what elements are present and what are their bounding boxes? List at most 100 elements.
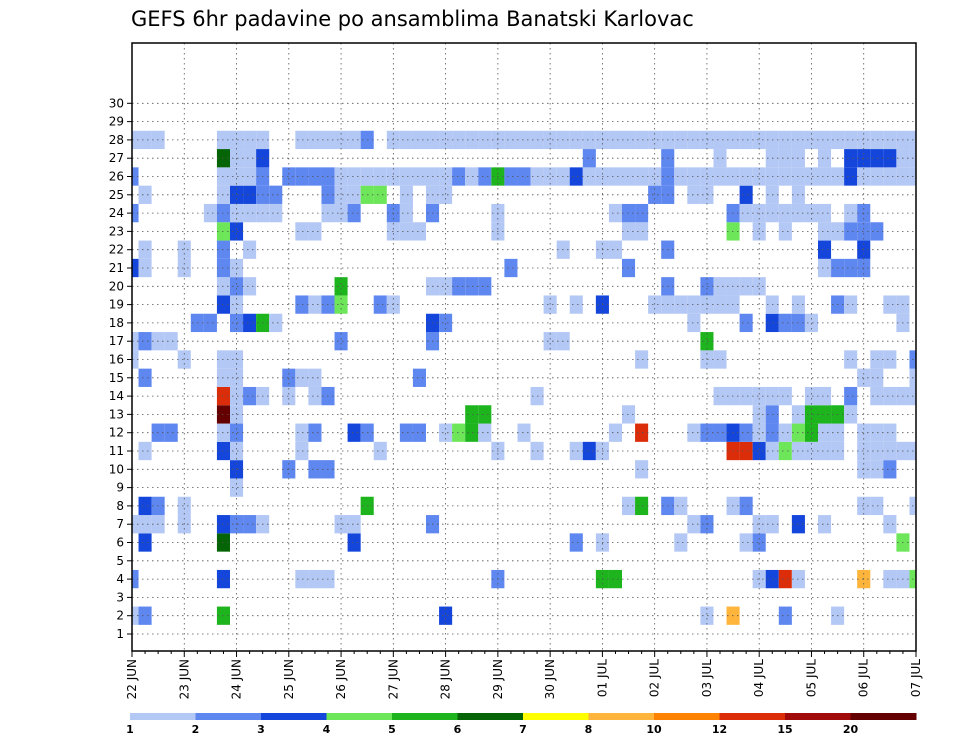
data-cell <box>452 167 466 186</box>
y-tick-label: 7 <box>116 517 124 531</box>
data-cell <box>635 350 649 369</box>
data-cell <box>347 130 361 150</box>
data-cell <box>883 441 897 461</box>
y-tick-label: 28 <box>109 133 124 147</box>
data-cell <box>870 386 884 406</box>
y-tick-label: 8 <box>116 499 124 513</box>
data-cell <box>622 496 636 516</box>
data-cell <box>439 130 453 150</box>
y-tick-label: 29 <box>109 115 124 129</box>
data-cell <box>739 423 753 442</box>
colorbar-label: 5 <box>388 723 396 736</box>
data-cell <box>138 240 152 259</box>
data-cell <box>478 423 492 442</box>
data-cell <box>700 167 714 186</box>
x-tick-label: 28 JUN <box>439 659 453 699</box>
colorbar-swatch <box>261 713 327 720</box>
data-cell <box>138 533 152 552</box>
data-cell <box>465 405 479 424</box>
data-cell <box>608 240 622 259</box>
data-cell <box>713 167 727 186</box>
data-cell <box>739 277 753 296</box>
data-cell <box>778 606 792 625</box>
y-tick-label: 19 <box>109 298 124 312</box>
data-cell <box>230 167 244 186</box>
y-tick-label: 24 <box>109 206 124 220</box>
data-cell <box>857 441 871 461</box>
data-cell <box>739 496 753 516</box>
data-cell <box>203 313 217 333</box>
data-cell <box>870 130 884 150</box>
data-cell <box>844 149 858 168</box>
data-cell <box>739 167 753 186</box>
data-cell <box>844 405 858 424</box>
data-cell <box>230 368 244 387</box>
data-cell <box>295 368 309 387</box>
data-cell <box>243 240 257 259</box>
data-cell <box>778 222 792 241</box>
data-cell <box>334 185 348 204</box>
data-cell <box>818 441 832 461</box>
data-cell <box>465 167 479 186</box>
data-cell <box>857 130 871 150</box>
data-cell <box>844 258 858 278</box>
data-cell <box>230 130 244 150</box>
data-cell <box>230 295 244 314</box>
data-cell <box>138 441 152 461</box>
data-cell <box>739 533 753 552</box>
data-cell <box>334 277 348 296</box>
data-cell <box>295 222 309 241</box>
y-tick-label: 9 <box>116 481 124 495</box>
data-cell <box>569 167 583 186</box>
data-cell <box>399 185 413 204</box>
data-cell <box>334 295 348 314</box>
data-cell <box>308 386 322 406</box>
data-cell <box>452 423 466 442</box>
colorbar-swatch <box>850 713 917 720</box>
data-cell <box>622 222 636 241</box>
data-cell <box>465 423 479 442</box>
data-cell <box>844 350 858 369</box>
colorbar-swatch <box>785 713 851 720</box>
data-cell <box>870 441 884 461</box>
colorbar-label: 8 <box>585 723 593 736</box>
data-cell <box>504 167 518 186</box>
y-tick-label: 10 <box>109 462 124 476</box>
x-tick-label: 26 JUN <box>334 659 348 699</box>
data-cell <box>778 203 792 223</box>
data-cell <box>883 569 897 589</box>
data-cell <box>439 185 453 204</box>
data-cell <box>138 258 152 278</box>
data-cell <box>308 569 322 589</box>
plot-grid <box>132 43 916 651</box>
data-cell <box>778 130 792 150</box>
data-cell <box>347 203 361 223</box>
data-cell <box>700 277 714 296</box>
data-cell <box>543 130 557 150</box>
data-cell <box>399 167 413 186</box>
colorbar-label: 3 <box>257 723 265 736</box>
data-cell <box>334 332 348 351</box>
data-cell <box>700 423 714 442</box>
colorbar-label: 12 <box>712 723 727 736</box>
data-cell <box>687 130 701 150</box>
data-cell <box>138 606 152 625</box>
data-cell <box>308 368 322 387</box>
x-tick-label: 05 JUL <box>804 659 818 697</box>
data-cell <box>308 222 322 241</box>
colorbar-label: 4 <box>323 723 331 736</box>
data-cell <box>778 167 792 186</box>
data-cell <box>138 185 152 204</box>
data-cell <box>778 569 792 589</box>
data-cell <box>132 167 139 186</box>
data-cell <box>308 460 322 479</box>
data-cell <box>883 130 897 150</box>
data-cell <box>478 167 492 186</box>
y-tick-label: 12 <box>109 426 124 440</box>
data-cell <box>700 606 714 625</box>
data-cell <box>608 130 622 150</box>
data-cell <box>739 130 753 150</box>
y-tick-label: 15 <box>109 371 124 385</box>
data-cell <box>608 423 622 442</box>
